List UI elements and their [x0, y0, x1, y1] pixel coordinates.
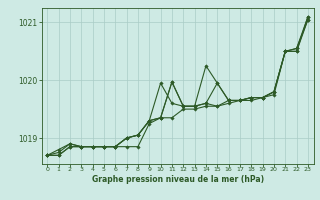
X-axis label: Graphe pression niveau de la mer (hPa): Graphe pression niveau de la mer (hPa) — [92, 175, 264, 184]
